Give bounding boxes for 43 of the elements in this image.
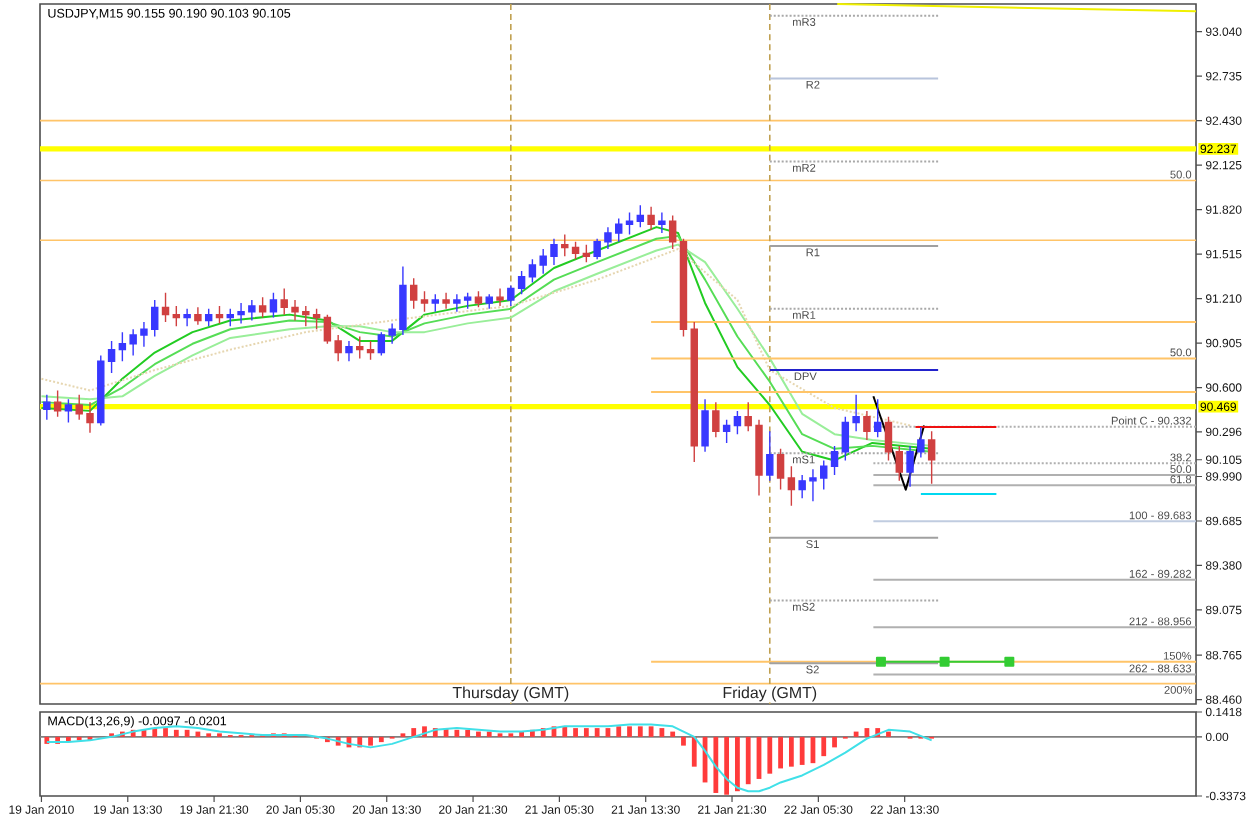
candlestick <box>733 410 742 435</box>
candlestick <box>701 398 709 453</box>
candlestick <box>269 292 278 319</box>
candlestick <box>690 321 698 463</box>
candlestick <box>712 401 720 438</box>
candlestick <box>183 308 191 327</box>
candlestick <box>873 398 882 438</box>
candlestick <box>442 292 450 310</box>
candlestick <box>636 204 645 228</box>
candlestick <box>345 340 353 362</box>
candlestick <box>53 389 62 418</box>
candlestick <box>884 416 893 462</box>
candlestick <box>474 290 483 309</box>
candlestick <box>215 305 224 325</box>
candlestick <box>366 340 375 361</box>
candlestick <box>668 214 677 250</box>
candlestick <box>679 238 688 338</box>
candlestick <box>895 445 903 482</box>
candlestick <box>776 448 785 491</box>
candlestick <box>561 233 569 257</box>
candlestick <box>722 418 731 444</box>
candlestick <box>194 306 202 326</box>
candlestick <box>787 465 796 507</box>
candlestick <box>420 290 429 313</box>
candlestick <box>582 243 591 263</box>
candlestick <box>258 296 267 319</box>
candlestick <box>43 394 51 421</box>
candlestick <box>830 445 839 476</box>
candlestick <box>766 430 774 482</box>
candlestick <box>571 241 580 260</box>
candlestick <box>863 410 871 441</box>
candlestick <box>927 430 936 485</box>
candlestick <box>647 206 655 231</box>
candlestick <box>172 305 181 327</box>
candlestick <box>64 398 73 424</box>
candlestick <box>356 335 364 360</box>
candlestick <box>658 211 666 234</box>
candlestick <box>485 293 493 310</box>
candlestick <box>409 277 418 310</box>
candlestick <box>431 293 440 313</box>
candlestick <box>161 292 170 323</box>
candlestick <box>496 287 504 307</box>
candlestick <box>204 308 213 327</box>
